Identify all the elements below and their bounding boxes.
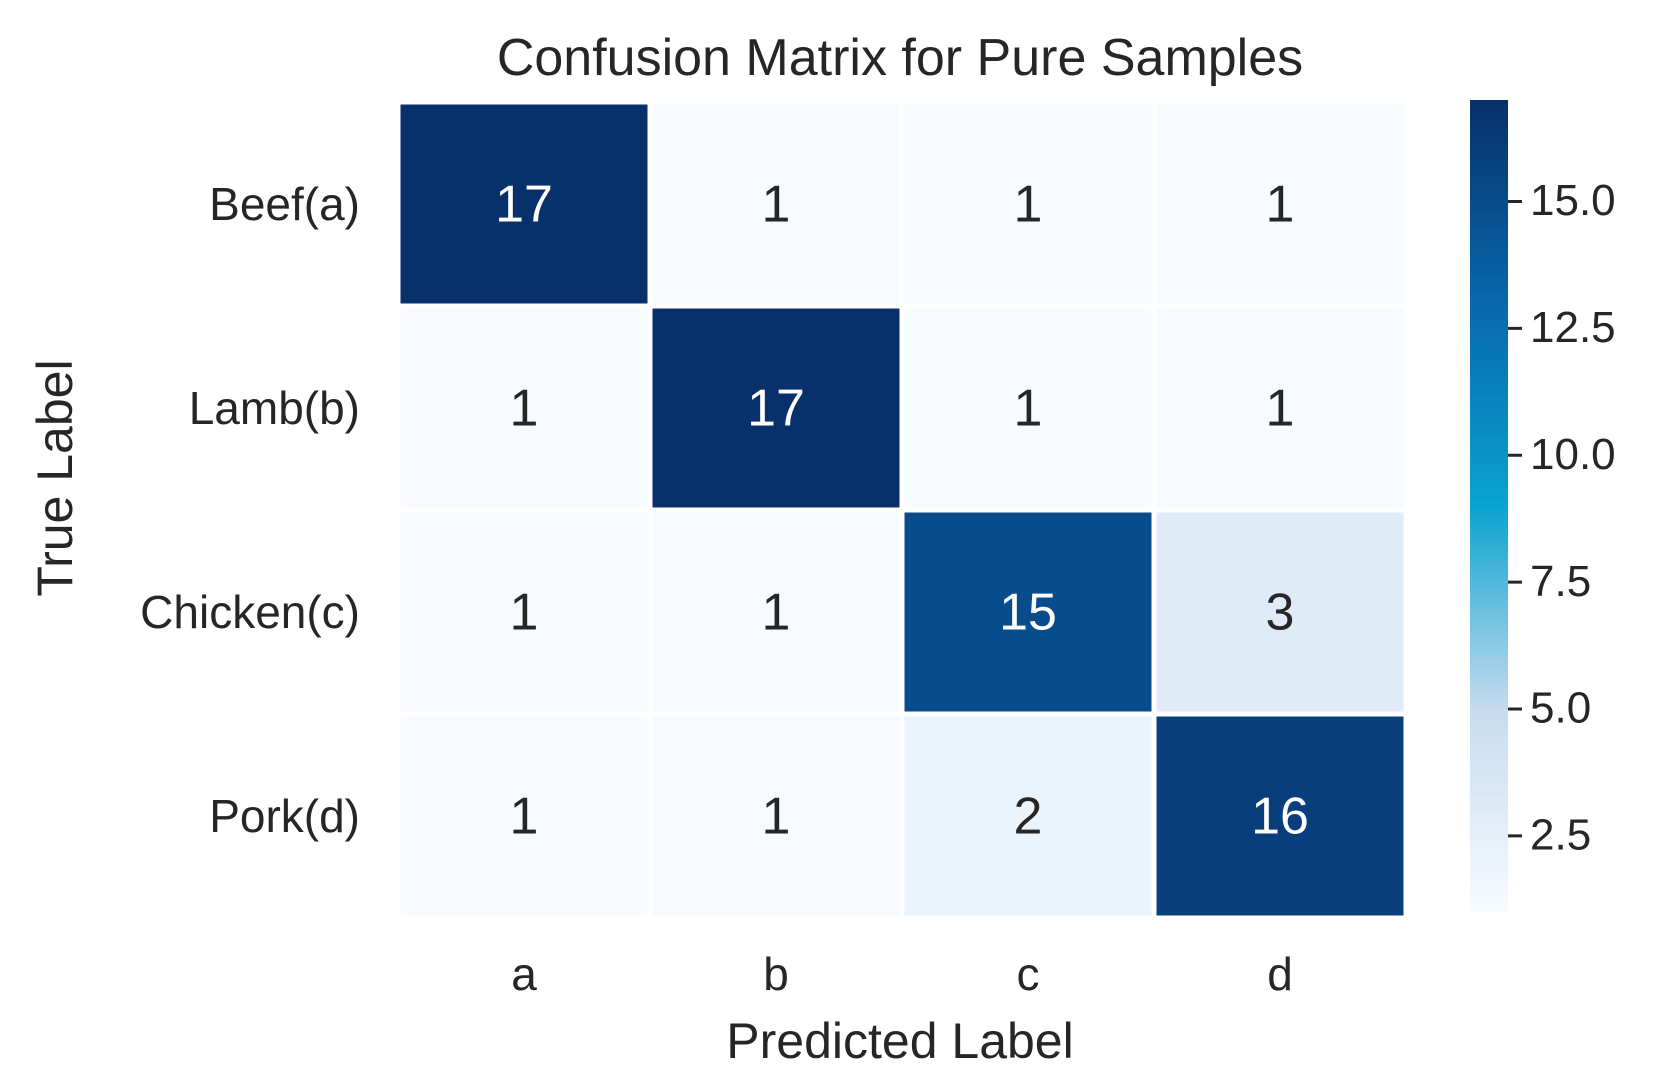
cell-value-1-2: 1 [1014, 380, 1043, 438]
heatmap-cell-1-0 [400, 308, 648, 508]
colorbar-ticks: 2.5 5.0 7.5 10.0 12.5 15.0 [1508, 176, 1616, 860]
cell-value-1-3: 1 [1266, 380, 1295, 438]
x-tick-labels: a b c d [511, 948, 1293, 1000]
colorbar-tick-label-5: 15.0 [1530, 176, 1616, 225]
y-tick-label-1: Lamb(b) [189, 382, 360, 434]
cell-value-2-0: 1 [510, 584, 539, 642]
heatmap-cells [400, 104, 1404, 916]
colorbar-tick-label-3: 10.0 [1530, 430, 1616, 479]
cell-value-1-0: 1 [510, 380, 539, 438]
cell-value-2-1: 1 [762, 584, 791, 642]
heatmap-cell-0-0 [400, 104, 648, 304]
x-tick-label-3: d [1267, 948, 1293, 1000]
colorbar-tick-label-0: 2.5 [1530, 811, 1591, 860]
colorbar-tick-label-4: 12.5 [1530, 303, 1616, 352]
y-tick-labels: Beef(a) Lamb(b) Chicken(c) Pork(d) [140, 178, 360, 842]
cell-value-3-1: 1 [762, 788, 791, 846]
heatmap-cell-2-3 [1156, 512, 1404, 712]
heatmap-cell-0-3 [1156, 104, 1404, 304]
heatmap-cell-2-0 [400, 512, 648, 712]
heatmap-cell-0-1 [652, 104, 900, 304]
heatmap-cell-3-0 [400, 716, 648, 916]
y-tick-label-2: Chicken(c) [140, 586, 360, 638]
heatmap-cell-0-2 [904, 104, 1152, 304]
chart-title: Confusion Matrix for Pure Samples [497, 29, 1303, 87]
cell-value-0-0: 17 [495, 176, 553, 234]
x-tick-label-0: a [511, 948, 537, 1000]
colorbar [1470, 100, 1508, 912]
heatmap-cell-3-1 [652, 716, 900, 916]
y-axis-label: True Label [27, 359, 83, 596]
heatmap-cell-1-3 [1156, 308, 1404, 508]
heatmap-cell-2-2 [904, 512, 1152, 712]
x-tick-label-1: b [763, 948, 789, 1000]
cell-value-0-3: 1 [1266, 176, 1295, 234]
heatmap-cell-3-3 [1156, 716, 1404, 916]
heatmap-cell-1-1 [652, 308, 900, 508]
heatmap-cell-3-2 [904, 716, 1152, 916]
cell-value-3-2: 2 [1014, 788, 1043, 846]
cell-value-1-1: 17 [747, 380, 805, 438]
cell-value-3-3: 16 [1251, 788, 1309, 846]
x-axis-label: Predicted Label [726, 1013, 1073, 1069]
heatmap-cell-labels: 17 1 1 1 1 17 1 1 1 1 15 3 1 1 2 16 [495, 176, 1309, 846]
cell-value-2-2: 15 [999, 584, 1057, 642]
cell-value-0-1: 1 [762, 176, 791, 234]
y-tick-label-0: Beef(a) [209, 178, 360, 230]
heatmap-cell-2-1 [652, 512, 900, 712]
colorbar-tick-label-2: 7.5 [1530, 557, 1591, 606]
cell-value-0-2: 1 [1014, 176, 1043, 234]
heatmap-cell-1-2 [904, 308, 1152, 508]
x-tick-label-2: c [1017, 948, 1040, 1000]
colorbar-tick-label-1: 5.0 [1530, 684, 1591, 733]
y-tick-label-3: Pork(d) [209, 790, 360, 842]
cell-value-3-0: 1 [510, 788, 539, 846]
cell-value-2-3: 3 [1266, 584, 1295, 642]
